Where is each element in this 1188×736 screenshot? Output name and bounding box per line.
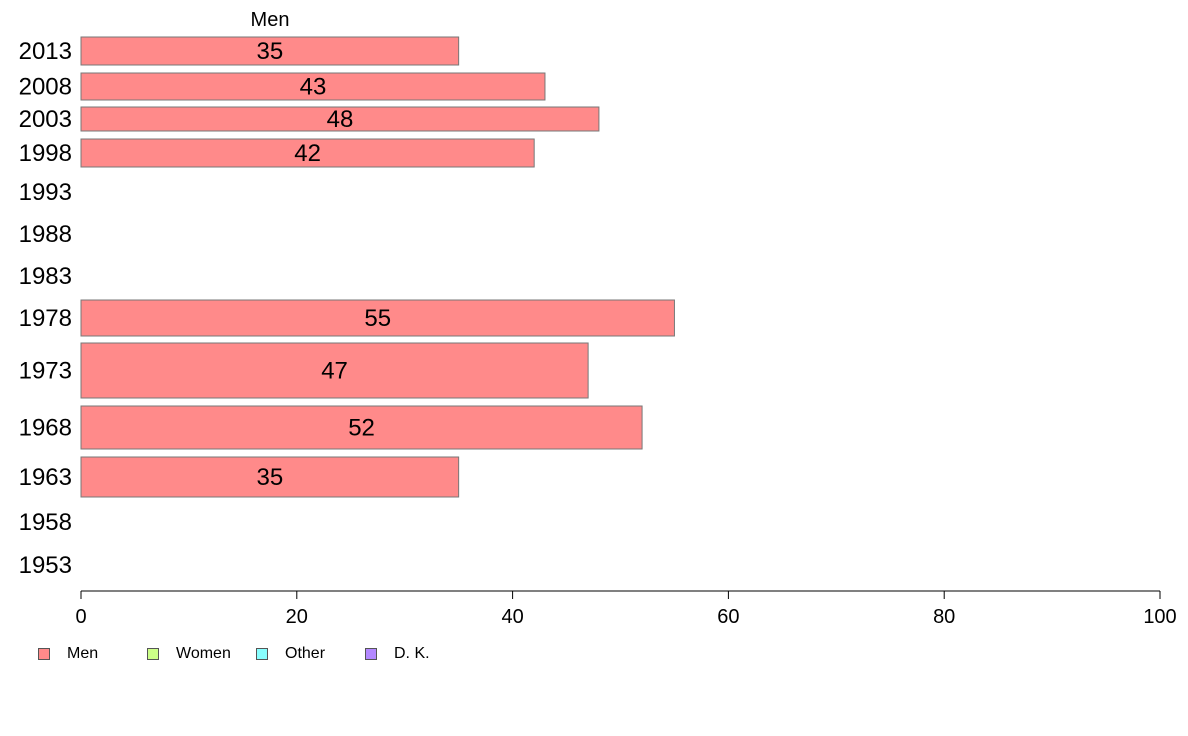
data-label: 35: [256, 38, 283, 65]
bar: [80, 72, 546, 101]
bar: [80, 456, 460, 498]
category-label: 1988: [19, 221, 72, 248]
category-label: 1983: [19, 263, 72, 290]
bar: [80, 138, 535, 168]
legend-item-men: Men: [38, 645, 98, 663]
x-tick-label: 100: [1143, 606, 1176, 628]
x-tick-label: 40: [501, 606, 523, 628]
data-label: 35: [256, 464, 283, 491]
legend-label: D. K.: [394, 645, 430, 662]
series-title: Men: [251, 9, 290, 31]
bar: [80, 299, 675, 337]
category-label: 1958: [19, 509, 72, 536]
legend-swatch: [256, 648, 268, 660]
category-label: 1998: [19, 140, 72, 167]
x-tick-label: 80: [933, 606, 955, 628]
category-label: 1978: [19, 305, 72, 332]
bar: [80, 405, 643, 450]
category-label: 2013: [19, 38, 72, 65]
data-label: 48: [327, 106, 354, 133]
legend-swatch: [365, 648, 377, 660]
bar: [80, 342, 589, 399]
legend-label: Women: [176, 645, 231, 662]
legend-item-other: Other: [256, 645, 325, 663]
category-label: 2008: [19, 74, 72, 101]
data-label: 43: [300, 74, 327, 101]
data-label: 42: [294, 140, 321, 167]
legend-swatch: [38, 648, 50, 660]
bar: [80, 36, 460, 66]
data-label: 52: [348, 415, 375, 442]
category-label: 1963: [19, 464, 72, 491]
bar: [80, 106, 600, 132]
x-tick-label: 60: [717, 606, 739, 628]
category-label: 1973: [19, 358, 72, 385]
legend-item-d-k: D. K.: [365, 645, 430, 663]
category-label: 1993: [19, 179, 72, 206]
category-label: 1968: [19, 415, 72, 442]
legend-label: Other: [285, 645, 326, 662]
legend-label: Men: [67, 645, 99, 662]
legend-item-women: Women: [147, 645, 231, 663]
category-label: 2003: [19, 106, 72, 133]
data-label: 47: [321, 358, 348, 385]
legend-swatch: [147, 648, 159, 660]
x-tick-label: 20: [286, 606, 308, 628]
x-tick-label: 0: [75, 606, 86, 628]
category-label: 1953: [19, 552, 72, 579]
data-label: 55: [364, 305, 391, 332]
